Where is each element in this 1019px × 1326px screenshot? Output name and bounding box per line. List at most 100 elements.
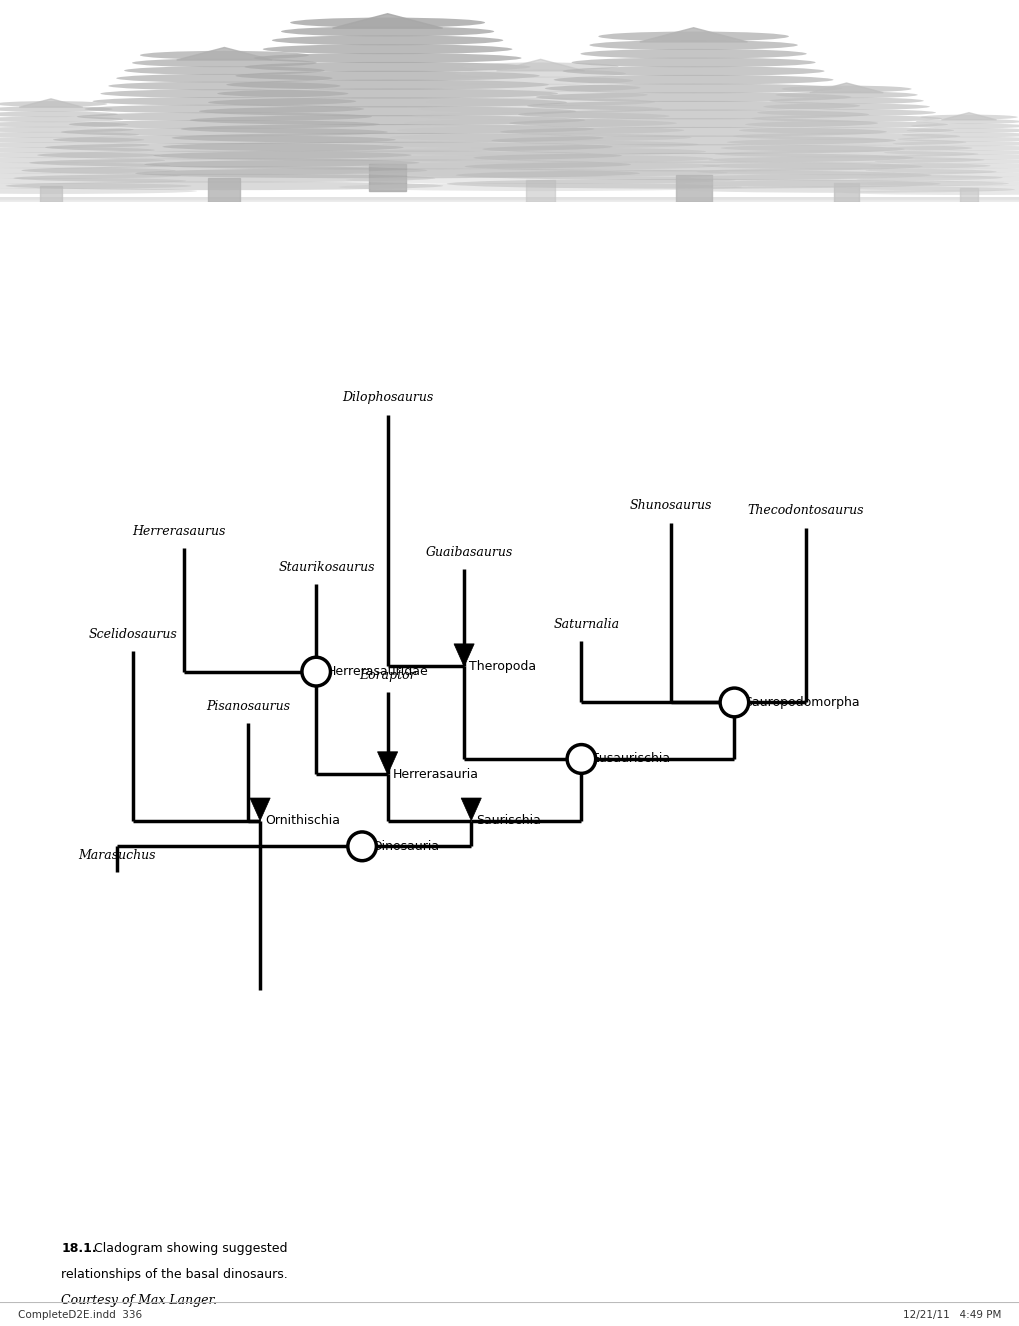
Bar xyxy=(0,196,1019,199)
Ellipse shape xyxy=(553,74,833,85)
Ellipse shape xyxy=(702,163,989,170)
Bar xyxy=(0,198,1019,200)
Ellipse shape xyxy=(433,90,647,99)
Bar xyxy=(0,198,1019,200)
Ellipse shape xyxy=(768,97,923,105)
Ellipse shape xyxy=(208,97,567,107)
Bar xyxy=(0,199,1019,202)
Ellipse shape xyxy=(865,168,1019,172)
Bar xyxy=(0,199,1019,202)
Ellipse shape xyxy=(0,142,150,147)
Ellipse shape xyxy=(108,82,340,90)
Ellipse shape xyxy=(727,139,965,146)
Text: Thecodontosaurus: Thecodontosaurus xyxy=(747,504,863,517)
Ellipse shape xyxy=(892,141,1019,146)
Ellipse shape xyxy=(589,40,797,50)
Bar xyxy=(0,198,1019,199)
Ellipse shape xyxy=(254,53,521,64)
Ellipse shape xyxy=(684,180,1008,187)
Bar xyxy=(0,151,1019,152)
Bar xyxy=(0,199,1019,202)
Ellipse shape xyxy=(446,179,940,188)
Bar xyxy=(0,190,1019,191)
Ellipse shape xyxy=(13,174,435,183)
Bar xyxy=(0,199,1019,202)
Ellipse shape xyxy=(447,77,633,85)
Ellipse shape xyxy=(217,89,557,98)
Bar xyxy=(0,199,1019,202)
Text: CompleteD2E.indd  336: CompleteD2E.indd 336 xyxy=(18,1310,143,1321)
Bar xyxy=(0,198,1019,200)
Text: Cladogram showing suggested: Cladogram showing suggested xyxy=(94,1242,287,1256)
Text: 18.1.: 18.1. xyxy=(61,1242,97,1256)
Bar xyxy=(0,183,1019,184)
Ellipse shape xyxy=(135,168,640,178)
Ellipse shape xyxy=(144,159,631,170)
Ellipse shape xyxy=(375,147,705,155)
Ellipse shape xyxy=(0,158,165,163)
Bar xyxy=(0,198,1019,200)
Bar xyxy=(0,199,1019,202)
Ellipse shape xyxy=(100,89,348,98)
Bar xyxy=(0,172,1019,175)
Ellipse shape xyxy=(171,133,603,143)
Ellipse shape xyxy=(678,186,1014,192)
Polygon shape xyxy=(332,13,442,28)
Bar xyxy=(0,198,1019,200)
Bar xyxy=(0,196,1019,199)
Ellipse shape xyxy=(0,111,118,117)
Ellipse shape xyxy=(338,183,742,191)
Bar xyxy=(0,198,1019,200)
Bar xyxy=(0,199,1019,202)
Circle shape xyxy=(347,831,376,861)
Circle shape xyxy=(302,658,330,686)
Ellipse shape xyxy=(518,110,868,119)
Ellipse shape xyxy=(21,166,427,175)
Bar xyxy=(0,162,1019,163)
Bar xyxy=(0,198,1019,200)
Ellipse shape xyxy=(235,70,539,81)
Text: Shunosaurus: Shunosaurus xyxy=(630,500,711,512)
Ellipse shape xyxy=(544,84,842,93)
Bar xyxy=(0,198,1019,200)
Ellipse shape xyxy=(0,117,123,122)
Text: Ornithischia: Ornithischia xyxy=(265,814,340,827)
Ellipse shape xyxy=(0,178,186,184)
Ellipse shape xyxy=(906,127,1019,133)
Ellipse shape xyxy=(0,172,181,179)
Bar xyxy=(0,176,1019,178)
Ellipse shape xyxy=(426,98,654,106)
Ellipse shape xyxy=(61,127,387,137)
Ellipse shape xyxy=(455,170,930,180)
Ellipse shape xyxy=(0,188,197,194)
Text: Dilophosaurus: Dilophosaurus xyxy=(341,391,433,404)
Ellipse shape xyxy=(263,44,512,54)
Ellipse shape xyxy=(464,162,922,171)
Ellipse shape xyxy=(190,115,585,125)
Bar xyxy=(0,194,1019,195)
Bar xyxy=(0,198,1019,200)
Ellipse shape xyxy=(0,147,155,152)
Ellipse shape xyxy=(508,118,877,129)
Bar xyxy=(0,198,1019,200)
Ellipse shape xyxy=(124,66,324,74)
Ellipse shape xyxy=(919,114,1017,119)
Bar xyxy=(0,198,1019,200)
Ellipse shape xyxy=(0,101,107,107)
Ellipse shape xyxy=(696,168,996,175)
Ellipse shape xyxy=(226,80,548,90)
Ellipse shape xyxy=(739,127,953,134)
Ellipse shape xyxy=(0,167,175,174)
Polygon shape xyxy=(377,752,397,774)
Bar xyxy=(0,199,1019,200)
Polygon shape xyxy=(959,188,977,202)
Text: Sauropodomorpha: Sauropodomorpha xyxy=(744,696,859,709)
Ellipse shape xyxy=(708,156,983,163)
Bar xyxy=(0,184,1019,187)
Bar xyxy=(0,196,1019,199)
Ellipse shape xyxy=(280,27,494,36)
Ellipse shape xyxy=(37,151,412,159)
Polygon shape xyxy=(41,186,61,202)
Polygon shape xyxy=(176,48,272,60)
Ellipse shape xyxy=(901,133,1019,138)
